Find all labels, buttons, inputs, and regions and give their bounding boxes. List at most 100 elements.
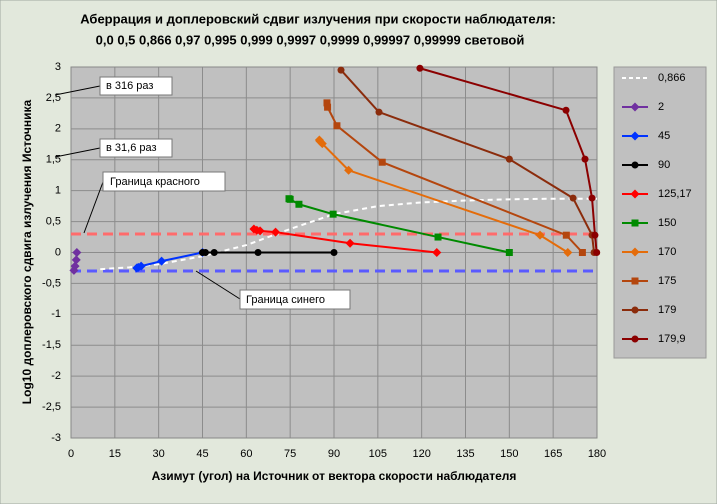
marker — [505, 249, 513, 256]
series-line — [100, 197, 597, 271]
marker — [588, 194, 596, 202]
annotation-box — [99, 76, 173, 96]
marker — [337, 66, 345, 74]
legend-marker — [631, 219, 639, 227]
marker — [323, 99, 331, 107]
marker — [581, 155, 589, 163]
marker — [324, 103, 332, 111]
y-tick-label: 1 — [55, 185, 61, 197]
y-tick-label: -2,5 — [42, 401, 61, 413]
marker — [271, 227, 281, 237]
plot-layer: -3-2,5-2-1,5-1-0,500,511,522,530 15 30 45 60… — [42, 61, 692, 460]
marker — [434, 233, 442, 241]
marker — [69, 265, 79, 275]
marker — [535, 230, 545, 240]
marker — [132, 263, 142, 273]
annotation: Граница красного — [110, 176, 200, 188]
marker — [71, 255, 81, 265]
legend-label: 125,17 — [658, 188, 692, 200]
annotation: Граница синего — [246, 294, 325, 306]
x-tick-label: 30 — [153, 448, 165, 460]
annotation-box — [99, 138, 173, 158]
x-tick-label: 135 — [456, 448, 474, 460]
legend-marker — [630, 102, 640, 112]
marker — [210, 249, 218, 256]
marker — [285, 195, 293, 203]
legend-label: 150 — [658, 217, 676, 229]
x-tick-label: 60 — [240, 448, 252, 460]
y-tick-label: -1,5 — [42, 339, 61, 351]
marker — [375, 108, 383, 116]
y-tick-label: 3 — [55, 61, 61, 73]
annotation: в 31,6 раз — [106, 142, 157, 154]
legend-label: 179,9 — [658, 333, 686, 345]
leader-line — [83, 181, 104, 234]
leader-line — [54, 85, 101, 96]
marker — [254, 249, 262, 256]
annotation: в 316 раз — [106, 80, 153, 92]
legend-marker — [631, 335, 639, 343]
legend-label: 175 — [658, 275, 676, 287]
marker — [593, 249, 601, 256]
annotation-box — [239, 289, 351, 310]
y-axis-title: Log10 доплеровского сдвига излучения Ист… — [20, 99, 34, 404]
marker — [330, 249, 338, 256]
x-tick-label: 105 — [369, 448, 387, 460]
marker — [569, 194, 577, 202]
legend-marker — [631, 277, 639, 285]
annotation-box — [102, 171, 226, 192]
legend-label: 90 — [658, 159, 670, 171]
x-tick-label: 150 — [500, 448, 518, 460]
marker — [249, 224, 259, 234]
marker — [378, 158, 386, 166]
y-tick-label: 0,5 — [46, 215, 61, 227]
y-tick-label: -2 — [51, 370, 61, 382]
y-tick-label: 2,5 — [46, 92, 61, 104]
marker — [562, 106, 570, 114]
y-tick-label: 1,5 — [46, 154, 61, 166]
marker — [416, 64, 424, 72]
x-tick-label: 165 — [544, 448, 562, 460]
marker — [591, 231, 599, 239]
legend-marker — [630, 189, 640, 199]
marker — [578, 249, 586, 256]
marker — [344, 165, 354, 175]
chart-title: Аберрация и доплеровский сдвиг излучения… — [80, 11, 556, 26]
x-tick-label: 120 — [412, 448, 430, 460]
legend-label: 45 — [658, 130, 670, 142]
marker — [199, 249, 206, 256]
marker — [295, 200, 303, 208]
x-tick-label: 180 — [588, 448, 606, 460]
legend-label: 179 — [658, 304, 676, 316]
marker — [505, 155, 513, 163]
legend-marker — [630, 131, 640, 141]
legend-marker — [631, 161, 639, 169]
marker — [562, 231, 570, 239]
y-tick-label: 0 — [55, 246, 61, 258]
marker — [72, 248, 82, 257]
x-axis-title: Азимут (угол) на Источник от вектора ско… — [152, 469, 517, 483]
marker — [345, 238, 355, 248]
annotations: в 316 раз в 31,6 раз Граница красного Гр… — [54, 76, 351, 310]
y-tick-label: -3 — [51, 432, 61, 444]
legend-label: 170 — [658, 246, 676, 258]
marker — [333, 122, 341, 130]
leader-line — [54, 147, 101, 158]
x-tick-label: 90 — [328, 448, 340, 460]
x-tick-label: 15 — [109, 448, 121, 460]
marker — [329, 210, 337, 218]
marker — [432, 248, 442, 257]
x-tick-label: 45 — [196, 448, 208, 460]
x-tick-label: 0 — [68, 448, 74, 460]
legend-label: 0,866 — [658, 72, 686, 84]
marker — [563, 248, 573, 257]
leader-line — [195, 270, 241, 300]
legend-marker — [630, 247, 640, 257]
marker — [314, 135, 324, 145]
marker — [157, 256, 167, 266]
legend-marker — [631, 306, 639, 314]
y-tick-label: -1 — [51, 308, 61, 320]
x-tick-label: 75 — [284, 448, 296, 460]
legend-label: 2 — [658, 101, 664, 113]
